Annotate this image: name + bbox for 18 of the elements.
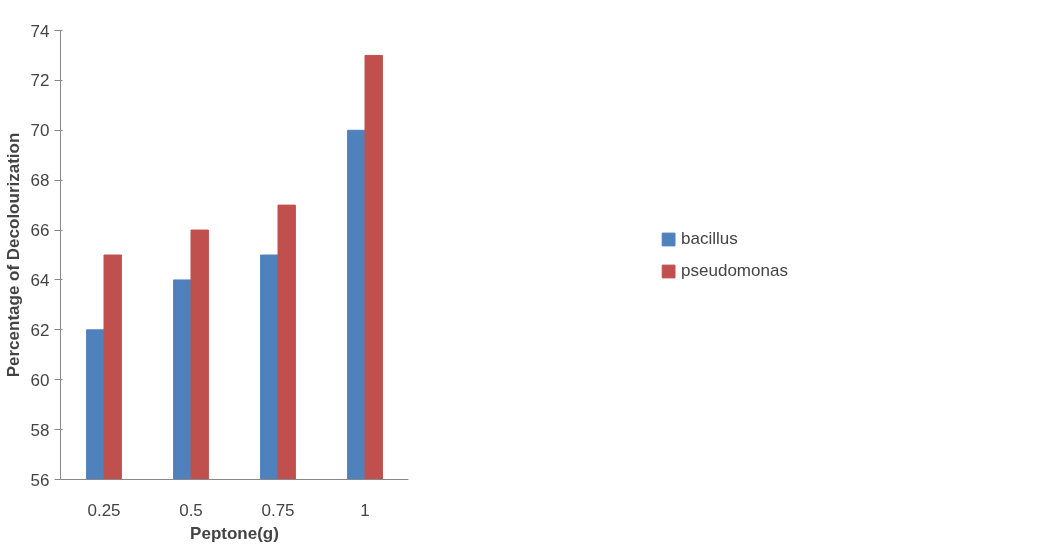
x-tick-label: 0.25: [87, 500, 121, 520]
y-tick-label: 62: [30, 320, 50, 340]
y-axis-title: Percentage of Decolourization: [3, 132, 23, 378]
y-tick-label: 72: [30, 71, 50, 91]
y-tick-label: 58: [30, 420, 50, 440]
x-tick-label: 0.5: [179, 500, 203, 520]
y-tick-label: 60: [30, 370, 50, 390]
x-axis-title: Peptone(g): [190, 523, 279, 543]
y-tick-label: 70: [30, 121, 50, 141]
x-tick-label: 1: [360, 500, 370, 520]
y-tick-label: 64: [30, 270, 50, 290]
y-tick-label: 66: [30, 221, 50, 241]
x-tick-label: 0.75: [261, 500, 295, 520]
y-tick-label: 56: [30, 470, 50, 490]
legend-label: pseudomonas: [681, 260, 788, 281]
legend-label: bacillus: [681, 228, 738, 249]
y-tick-label: 74: [30, 21, 50, 41]
y-tick-label: 68: [30, 171, 50, 191]
